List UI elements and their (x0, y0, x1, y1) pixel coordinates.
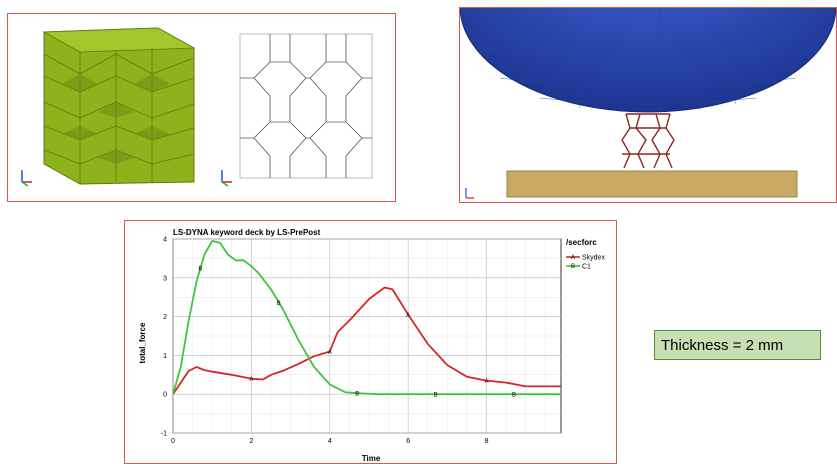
base-plate (506, 170, 798, 198)
series-marker: B (512, 393, 516, 399)
x-tick-label: 8 (485, 438, 489, 445)
y-tick-label: 1 (163, 353, 167, 360)
series-marker: A (406, 313, 410, 319)
lattice-model-render (21, 27, 373, 187)
solid-lattice-block (42, 27, 196, 185)
legend-marker: B (571, 264, 575, 270)
impact-simulation-render (460, 8, 836, 199)
series-marker: A (328, 350, 332, 356)
chart-markers: A A A A B B B B B (198, 267, 516, 399)
axis-triad-icon (21, 170, 32, 187)
impact-simulation-panel (459, 7, 837, 203)
wireframe-lattice (239, 33, 373, 179)
chart-series (172, 240, 561, 396)
series-marker: B (434, 393, 438, 399)
series-line-c1 (172, 240, 561, 396)
force-time-chart: LS-DYNA keyword deck by LS-PrePost 0 2 4 6 8… (138, 228, 605, 463)
y-axis-label: total_force (138, 322, 147, 363)
collapsed-lattice-specimen (621, 113, 675, 169)
axis-triad-icon (465, 188, 474, 199)
chart-grid (172, 238, 562, 434)
y-tick-label: 3 (163, 275, 167, 282)
y-tick-label: 2 (163, 314, 167, 321)
x-axis-label: Time (362, 454, 381, 463)
series-marker: B (198, 267, 202, 273)
series-marker: B (277, 301, 281, 307)
legend-entry: C1 (582, 264, 591, 271)
legend-entry: Skydex (582, 255, 605, 262)
series-marker: A (249, 377, 253, 383)
chart-title: LS-DYNA keyword deck by LS-PrePost (173, 228, 321, 237)
x-tick-label: 2 (249, 438, 253, 445)
x-tick-label: 4 (328, 438, 332, 445)
chart-legend: A Skydex B C1 (566, 255, 605, 271)
x-tick-label: 0 (171, 438, 175, 445)
series-line-skydex (172, 286, 561, 395)
y-tick-label: 4 (163, 237, 167, 244)
force-time-chart-panel: LS-DYNA keyword deck by LS-PrePost 0 2 4 6 8… (124, 220, 617, 464)
y-tick-label: 0 (163, 392, 167, 399)
chart-ticks: 0 2 4 6 8 -1 0 1 2 3 4 (161, 237, 489, 446)
lattice-model-panel (7, 13, 396, 202)
y-tick-label: -1 (161, 431, 167, 438)
x-tick-label: 6 (406, 438, 410, 445)
impactor-sphere (460, 8, 836, 113)
legend-marker: A (571, 255, 575, 261)
legend-title: /secforc (566, 238, 597, 247)
thickness-label-box: Thickness = 2 mm (654, 330, 821, 360)
series-marker: B (355, 392, 359, 398)
axis-triad-icon (221, 170, 232, 187)
series-marker: A (485, 379, 489, 385)
